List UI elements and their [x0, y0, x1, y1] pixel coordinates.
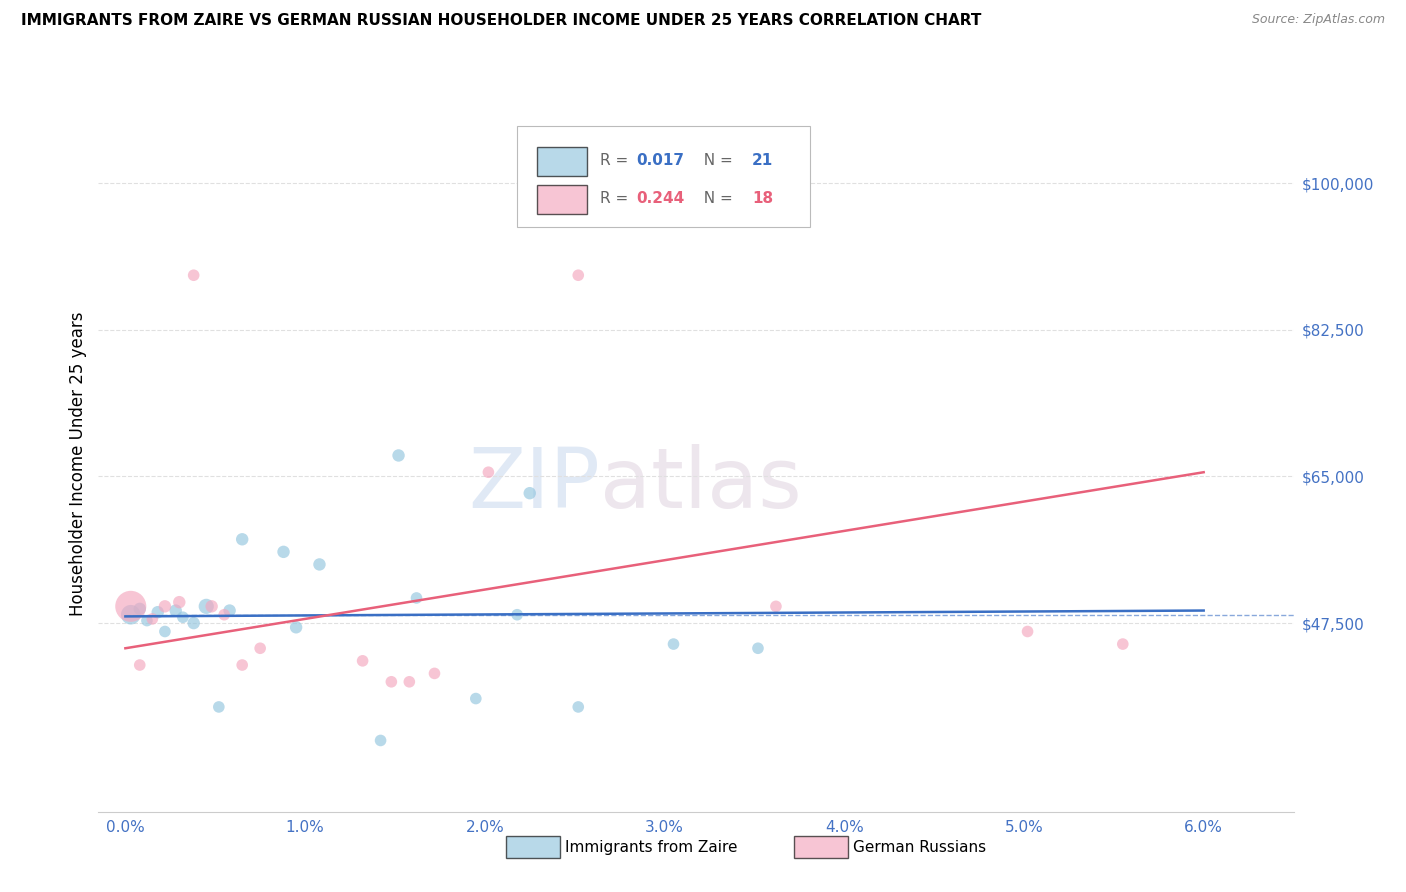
Point [519, 486, 541, 500]
Text: N =: N = [693, 191, 737, 206]
Point [273, 545, 295, 559]
Point [120, 607, 142, 622]
Point [765, 599, 787, 614]
Text: Immigrants from Zaire: Immigrants from Zaire [565, 840, 738, 855]
Text: R =: R = [600, 153, 634, 169]
Text: German Russians: German Russians [853, 840, 987, 855]
Point [387, 449, 409, 463]
Text: ZIP: ZIP [468, 444, 600, 525]
Point [308, 558, 330, 572]
Point [195, 599, 218, 614]
Point [201, 599, 224, 614]
Point [136, 614, 159, 628]
Text: atlas: atlas [600, 444, 801, 525]
Text: R =: R = [600, 191, 634, 206]
Point [172, 610, 194, 624]
Point [567, 268, 589, 283]
Point [506, 607, 529, 622]
Point [128, 602, 150, 616]
Point [398, 674, 420, 689]
Text: 21: 21 [752, 153, 773, 169]
FancyBboxPatch shape [537, 185, 588, 214]
Point [380, 674, 402, 689]
FancyBboxPatch shape [517, 127, 810, 227]
Text: Source: ZipAtlas.com: Source: ZipAtlas.com [1251, 13, 1385, 27]
Point [231, 533, 253, 547]
Text: 0.017: 0.017 [637, 153, 685, 169]
Point [183, 616, 205, 631]
Point [120, 599, 142, 614]
Text: 18: 18 [752, 191, 773, 206]
Point [249, 641, 271, 656]
Point [1017, 624, 1039, 639]
Point [128, 658, 150, 673]
Point [153, 624, 176, 639]
Point [231, 658, 253, 673]
Point [662, 637, 685, 651]
Text: 0.244: 0.244 [637, 191, 685, 206]
Point [1112, 637, 1135, 651]
Text: N =: N = [693, 153, 737, 169]
Point [212, 607, 235, 622]
Point [285, 620, 308, 634]
Point [567, 700, 589, 714]
Text: IMMIGRANTS FROM ZAIRE VS GERMAN RUSSIAN HOUSEHOLDER INCOME UNDER 25 YEARS CORREL: IMMIGRANTS FROM ZAIRE VS GERMAN RUSSIAN … [21, 13, 981, 29]
Point [423, 666, 446, 681]
Point [183, 268, 205, 283]
Point [146, 605, 169, 619]
Point [405, 591, 427, 605]
Point [370, 733, 392, 747]
Y-axis label: Householder Income Under 25 years: Householder Income Under 25 years [69, 311, 87, 616]
Point [477, 465, 499, 479]
Point [153, 599, 176, 614]
Point [141, 612, 163, 626]
Point [165, 603, 187, 617]
FancyBboxPatch shape [537, 147, 588, 177]
Point [169, 595, 191, 609]
Point [208, 700, 231, 714]
Point [352, 654, 374, 668]
Point [464, 691, 486, 706]
Point [218, 603, 240, 617]
Point [747, 641, 769, 656]
